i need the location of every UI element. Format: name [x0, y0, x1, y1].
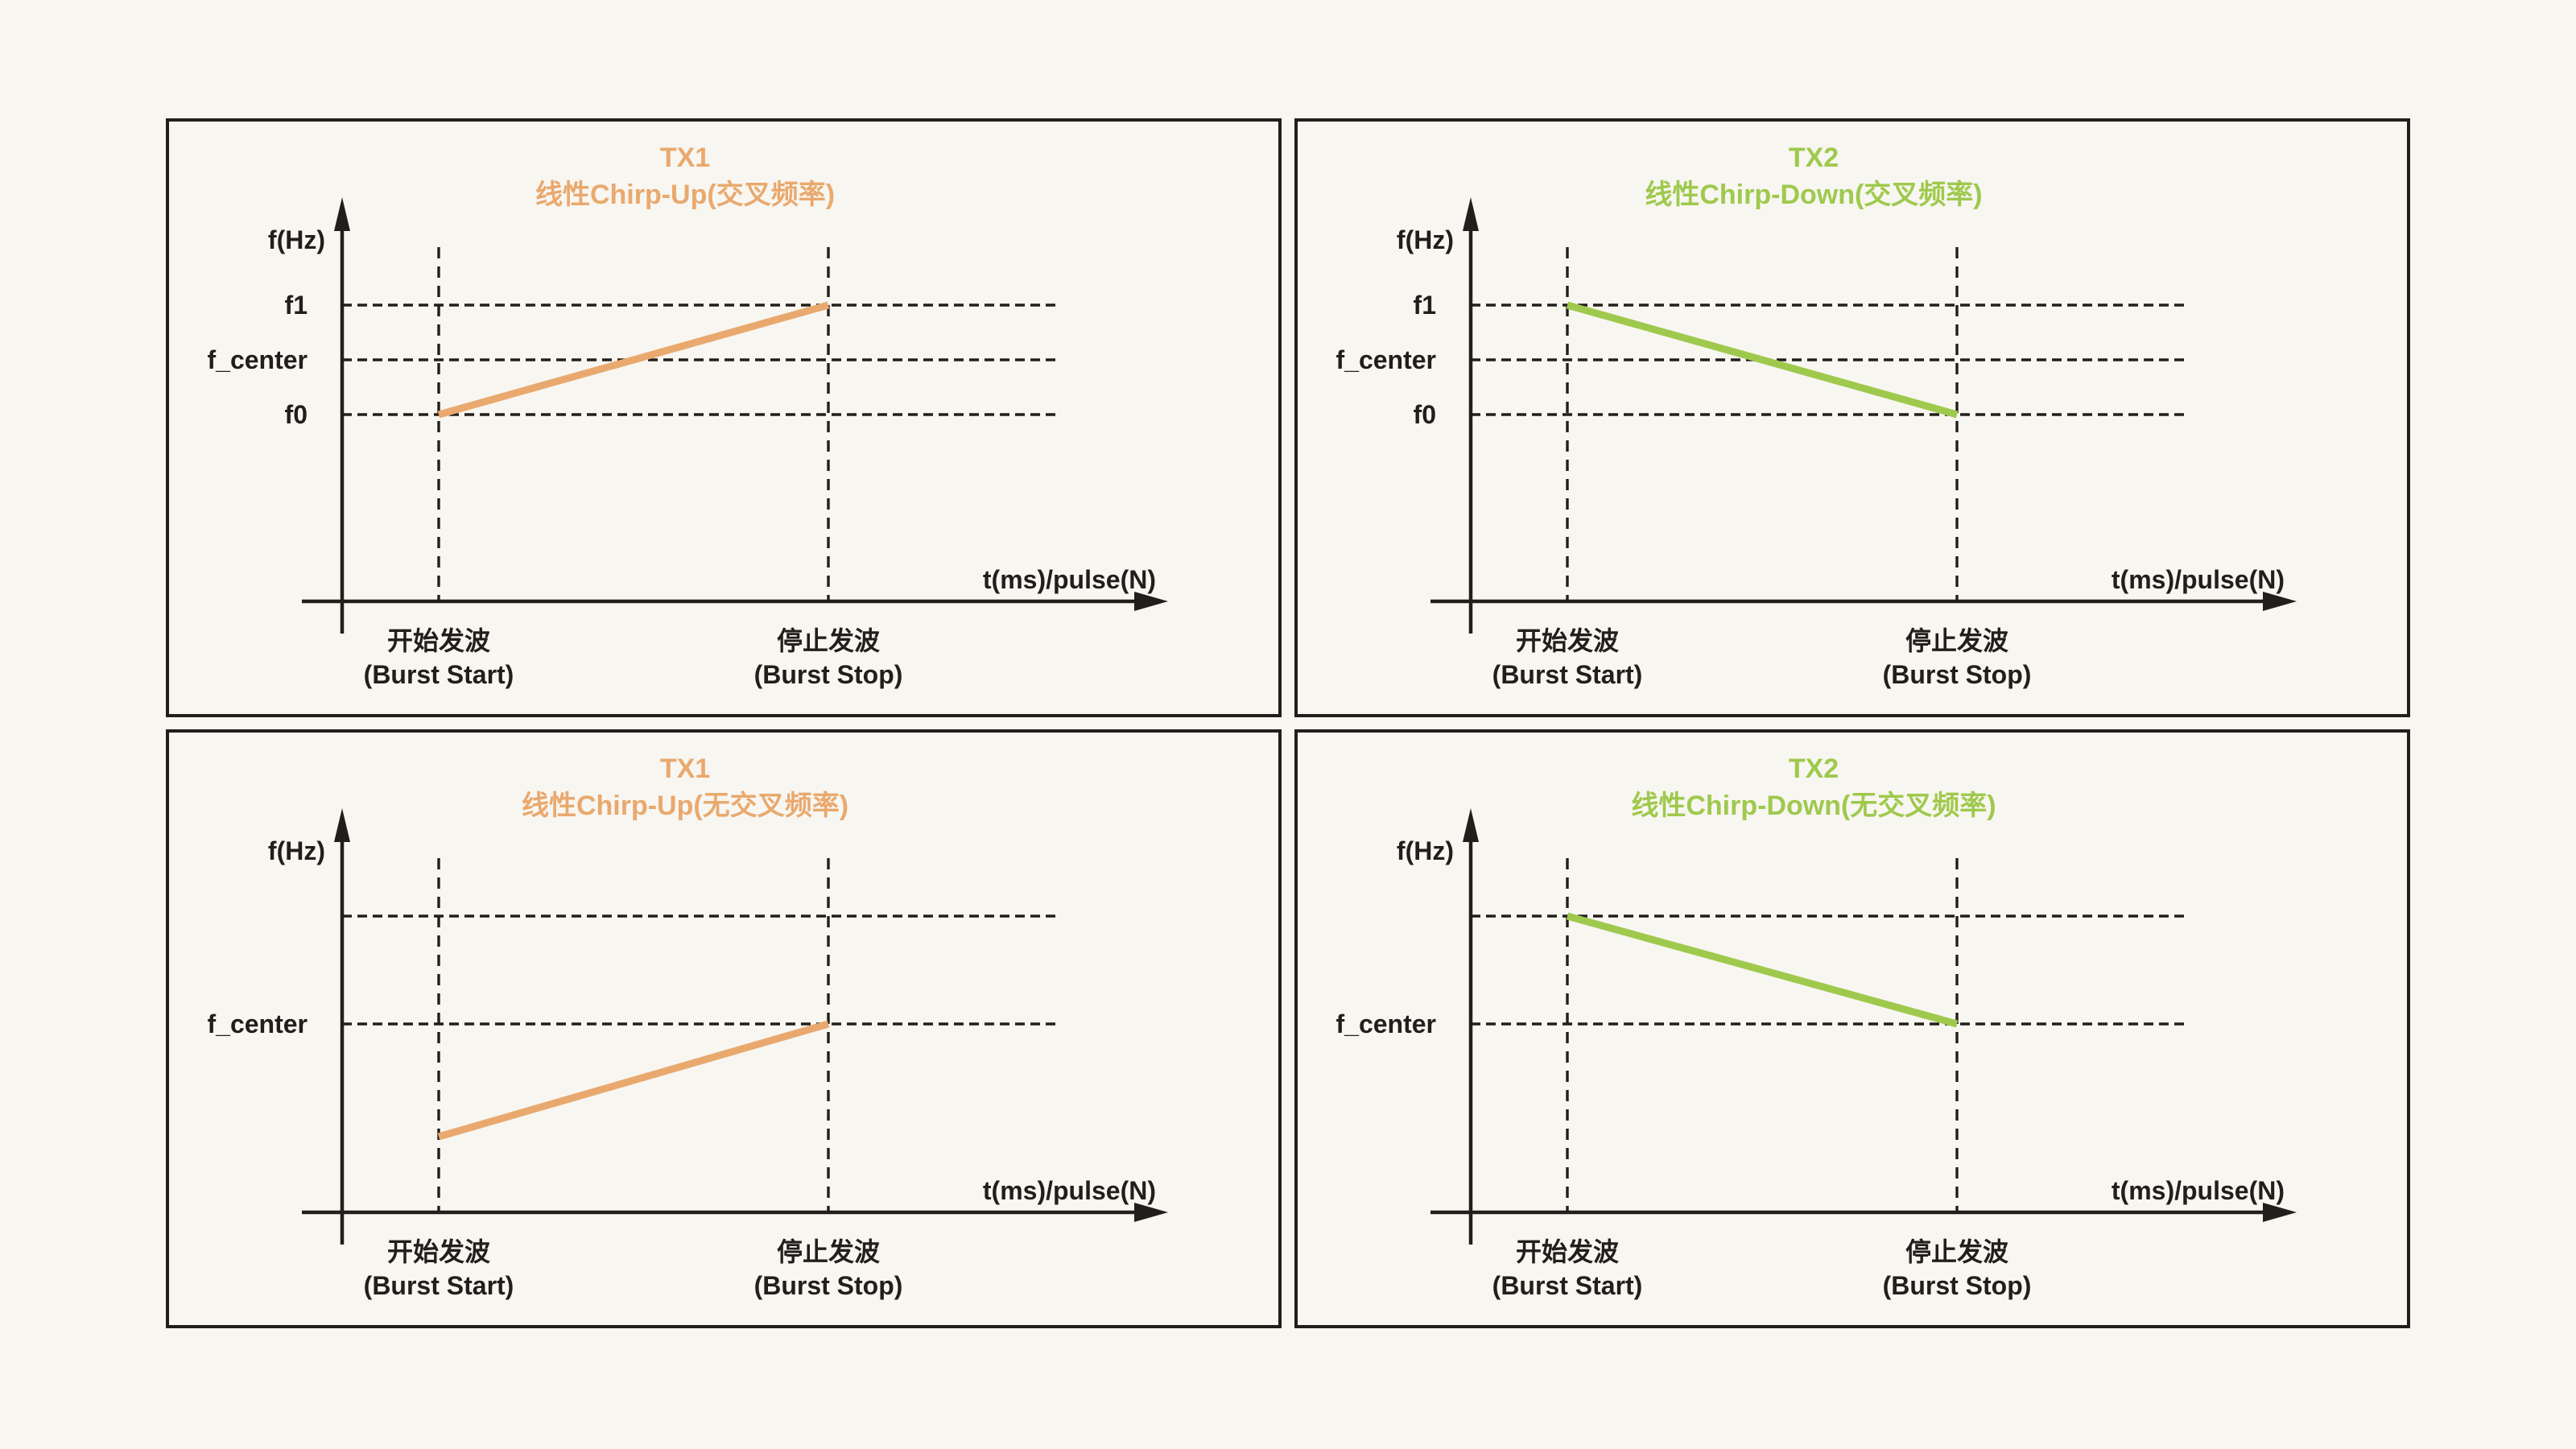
burst-stop-label-cn: 停止发波 [1905, 1237, 2008, 1266]
burst-stop-label-en: (Burst Stop) [754, 1271, 903, 1300]
x-axis-arrowhead [1134, 1203, 1168, 1222]
panel-plot-tx2-crossed: TX2 线性Chirp-Down(交叉频率) f1 f_center f0 f(Hz) t(… [1294, 118, 2410, 717]
panel-title: TX2 [1789, 753, 1839, 784]
panel-tx2-crossed: TX2 线性Chirp-Down(交叉频率) f1 f_center f0 f(Hz) t(… [1294, 118, 2410, 717]
burst-stop-label-en: (Burst Stop) [1883, 1271, 2032, 1300]
panel-tx2-noncrossed: TX2 线性Chirp-Down(无交叉频率) f_center f(Hz) t(ms)… [1294, 729, 2410, 1328]
panel-border [166, 729, 1282, 1328]
burst-start-label-cn: 开始发波 [387, 626, 490, 655]
burst-stop-label-cn: 停止发波 [1905, 626, 2008, 655]
chirp-line-tx1-noncrossed [437, 1020, 830, 1141]
x-axis-label: t(ms)/pulse(N) [2112, 1176, 2285, 1205]
burst-start-label-en: (Burst Start) [1492, 1271, 1643, 1300]
tick-label-f1: f1 [285, 291, 308, 320]
panel-subtitle: 线性Chirp-Down(无交叉频率) [1631, 790, 1996, 821]
y-axis-arrowhead [1463, 808, 1479, 842]
tick-label-f_center: f_center [1336, 1009, 1437, 1038]
tick-label-f_center: f_center [208, 345, 308, 374]
panel-border [1294, 729, 2410, 1328]
panel-border [1294, 118, 2410, 717]
x-axis-label: t(ms)/pulse(N) [983, 1176, 1156, 1205]
panel-plot-tx1-noncrossed: TX1 线性Chirp-Up(无交叉频率) f_center f(Hz) t(ms)/p… [166, 729, 1282, 1328]
y-axis-label: f(Hz) [268, 225, 325, 254]
x-axis-label: t(ms)/pulse(N) [983, 565, 1156, 594]
y-axis-label: f(Hz) [268, 836, 325, 865]
burst-stop-label-en: (Burst Stop) [754, 660, 903, 689]
burst-start-label-cn: 开始发波 [1516, 1237, 1619, 1266]
burst-stop-label-en: (Burst Stop) [1883, 660, 2032, 689]
x-axis-label: t(ms)/pulse(N) [2112, 565, 2285, 594]
panel-subtitle: 线性Chirp-Up(无交叉频率) [522, 790, 848, 821]
y-axis-arrowhead [334, 808, 350, 842]
panel-tx1-noncrossed: TX1 线性Chirp-Up(无交叉频率) f_center f(Hz) t(ms)/p… [166, 729, 1282, 1328]
x-axis-arrowhead [2263, 592, 2297, 611]
panel-tx1-crossed: TX1 线性Chirp-Up(交叉频率) f1 f_center f0 f(Hz) t(ms… [166, 118, 1282, 717]
x-axis-arrowhead [2263, 1203, 2297, 1222]
tick-label-f_center: f_center [208, 1009, 308, 1038]
chirp-line-tx2-noncrossed [1566, 912, 1959, 1028]
burst-start-label-cn: 开始发波 [387, 1237, 490, 1266]
tick-label-f1: f1 [1414, 291, 1436, 320]
x-axis-arrowhead [1134, 592, 1168, 611]
tick-label-f0: f0 [285, 400, 308, 429]
panel-title: TX1 [660, 142, 710, 173]
chirp-line-tx2-crossed [1566, 301, 1959, 419]
panel-border [166, 118, 1282, 717]
y-axis-label: f(Hz) [1397, 836, 1454, 865]
burst-stop-label-cn: 停止发波 [777, 626, 880, 655]
burst-start-label-en: (Burst Start) [1492, 660, 1643, 689]
panel-plot-tx1-crossed: TX1 线性Chirp-Up(交叉频率) f1 f_center f0 f(Hz) t(ms… [166, 118, 1282, 717]
chirp-line-tx1-crossed [437, 301, 830, 419]
panel-plot-tx2-noncrossed: TX2 线性Chirp-Down(无交叉频率) f_center f(Hz) t(ms)… [1294, 729, 2410, 1328]
burst-stop-label-cn: 停止发波 [777, 1237, 880, 1266]
burst-start-label-cn: 开始发波 [1516, 626, 1619, 655]
panel-subtitle: 线性Chirp-Down(交叉频率) [1645, 179, 1982, 210]
y-axis-arrowhead [334, 197, 350, 231]
burst-start-label-en: (Burst Start) [364, 1271, 514, 1300]
panel-title: TX2 [1789, 142, 1839, 173]
tick-label-f0: f0 [1414, 400, 1436, 429]
y-axis-arrowhead [1463, 197, 1479, 231]
tick-label-f_center: f_center [1336, 345, 1437, 374]
panel-subtitle: 线性Chirp-Up(交叉频率) [535, 179, 835, 210]
y-axis-label: f(Hz) [1397, 225, 1454, 254]
panel-title: TX1 [660, 753, 710, 784]
burst-start-label-en: (Burst Start) [364, 660, 514, 689]
